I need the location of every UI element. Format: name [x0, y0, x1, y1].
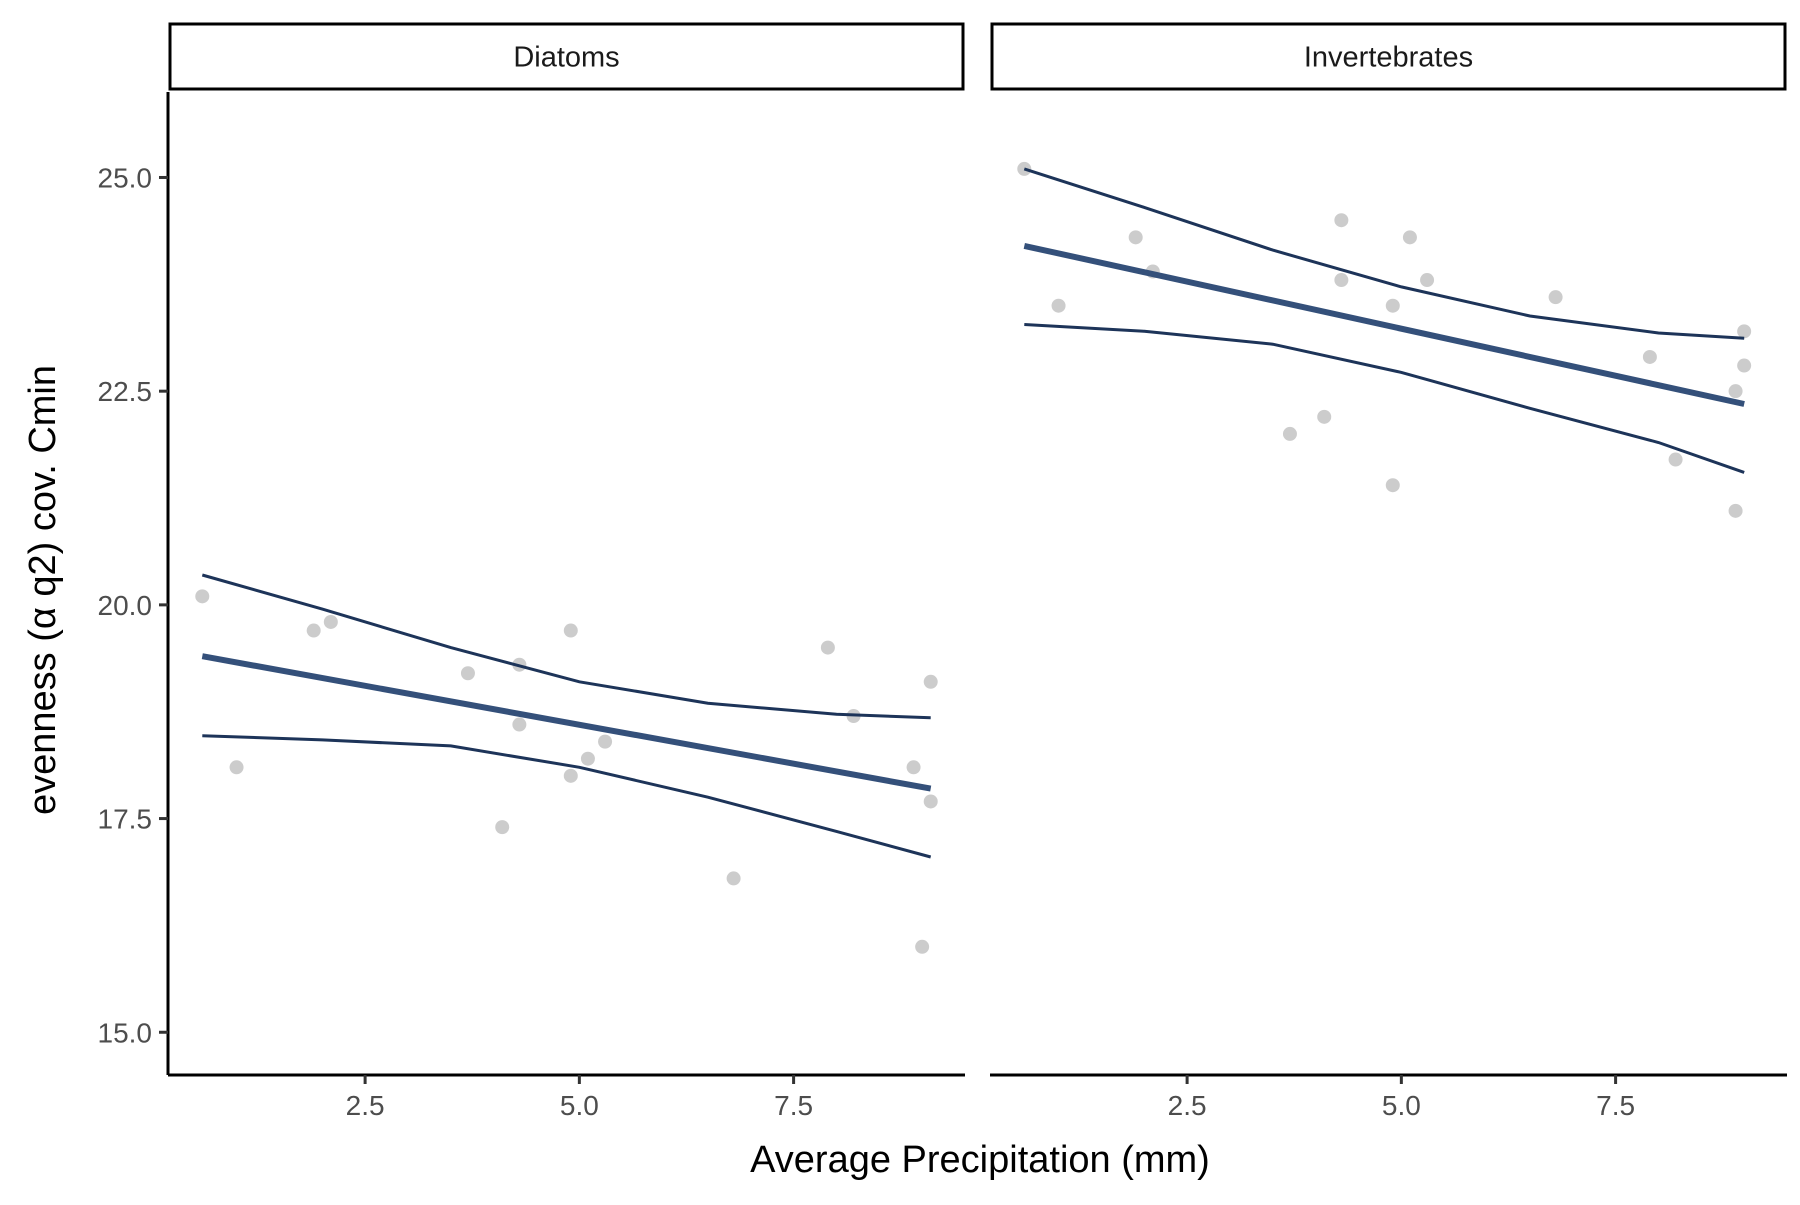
data-point — [229, 760, 244, 775]
x-tick-label: 5.0 — [560, 1090, 599, 1121]
data-point — [1017, 161, 1032, 176]
x-tick-label: 7.5 — [774, 1090, 813, 1121]
data-point — [1385, 298, 1400, 313]
data-point — [460, 666, 475, 681]
fit-line — [201, 653, 932, 792]
data-point — [1282, 426, 1297, 441]
y-tick-label: 15.0 — [98, 1017, 153, 1048]
data-point — [906, 760, 921, 775]
data-point — [923, 794, 938, 809]
data-point — [915, 939, 930, 954]
y-tick-label: 22.5 — [98, 376, 153, 407]
ci-upper-line — [201, 573, 931, 720]
data-point — [1642, 349, 1657, 364]
y-tick-label: 25.0 — [98, 162, 153, 193]
x-tick-label: 2.5 — [346, 1090, 385, 1121]
data-point — [1728, 503, 1743, 518]
data-point — [1334, 273, 1349, 288]
data-point — [1128, 230, 1143, 245]
ci-lower-line — [202, 734, 932, 859]
ci-lower-line — [1024, 323, 1745, 474]
y-axis-title: evenness (α q2) cov. Cmin — [22, 365, 64, 815]
panel-strip — [168, 22, 965, 91]
data-point — [563, 623, 578, 638]
data-point — [495, 820, 510, 835]
data-point — [726, 871, 741, 886]
panel-strip-label: Invertebrates — [1304, 42, 1473, 74]
data-point — [195, 589, 210, 604]
x-tick-label: 5.0 — [1382, 1090, 1421, 1121]
data-point — [1728, 384, 1743, 399]
data-point — [580, 751, 595, 766]
ci-upper-line — [1023, 167, 1745, 340]
data-point — [1420, 273, 1435, 288]
data-point — [306, 623, 321, 638]
data-point — [1051, 298, 1066, 313]
data-point — [1668, 452, 1683, 467]
x-tick-label: 7.5 — [1596, 1090, 1635, 1121]
data-point — [820, 640, 835, 655]
data-point — [1402, 230, 1417, 245]
panel-diatoms: Diatoms 2.5 5.0 7.5 15.0 17.5 20.0 22.5 25.0 — [98, 22, 965, 1121]
panel-strip — [990, 22, 1787, 91]
data-point — [1385, 478, 1400, 493]
data-point — [1548, 290, 1563, 305]
fit-line — [1023, 242, 1745, 407]
y-tick-label: 20.0 — [98, 590, 153, 621]
data-point — [1334, 213, 1349, 228]
panel-strip-label: Diatoms — [513, 42, 619, 74]
data-point — [323, 614, 338, 629]
data-point — [512, 717, 527, 732]
panel-invertebrates: Invertebrates 2.5 5.0 7.5 — [990, 22, 1787, 1121]
data-point — [1737, 358, 1752, 373]
data-point — [598, 734, 613, 749]
data-point — [1737, 324, 1752, 339]
data-point — [1317, 409, 1332, 424]
y-tick-label: 17.5 — [98, 804, 153, 835]
data-point — [923, 674, 938, 689]
x-tick-label: 2.5 — [1168, 1090, 1207, 1121]
data-point — [563, 768, 578, 783]
x-axis-title: Average Precipitation (mm) — [750, 1139, 1210, 1181]
